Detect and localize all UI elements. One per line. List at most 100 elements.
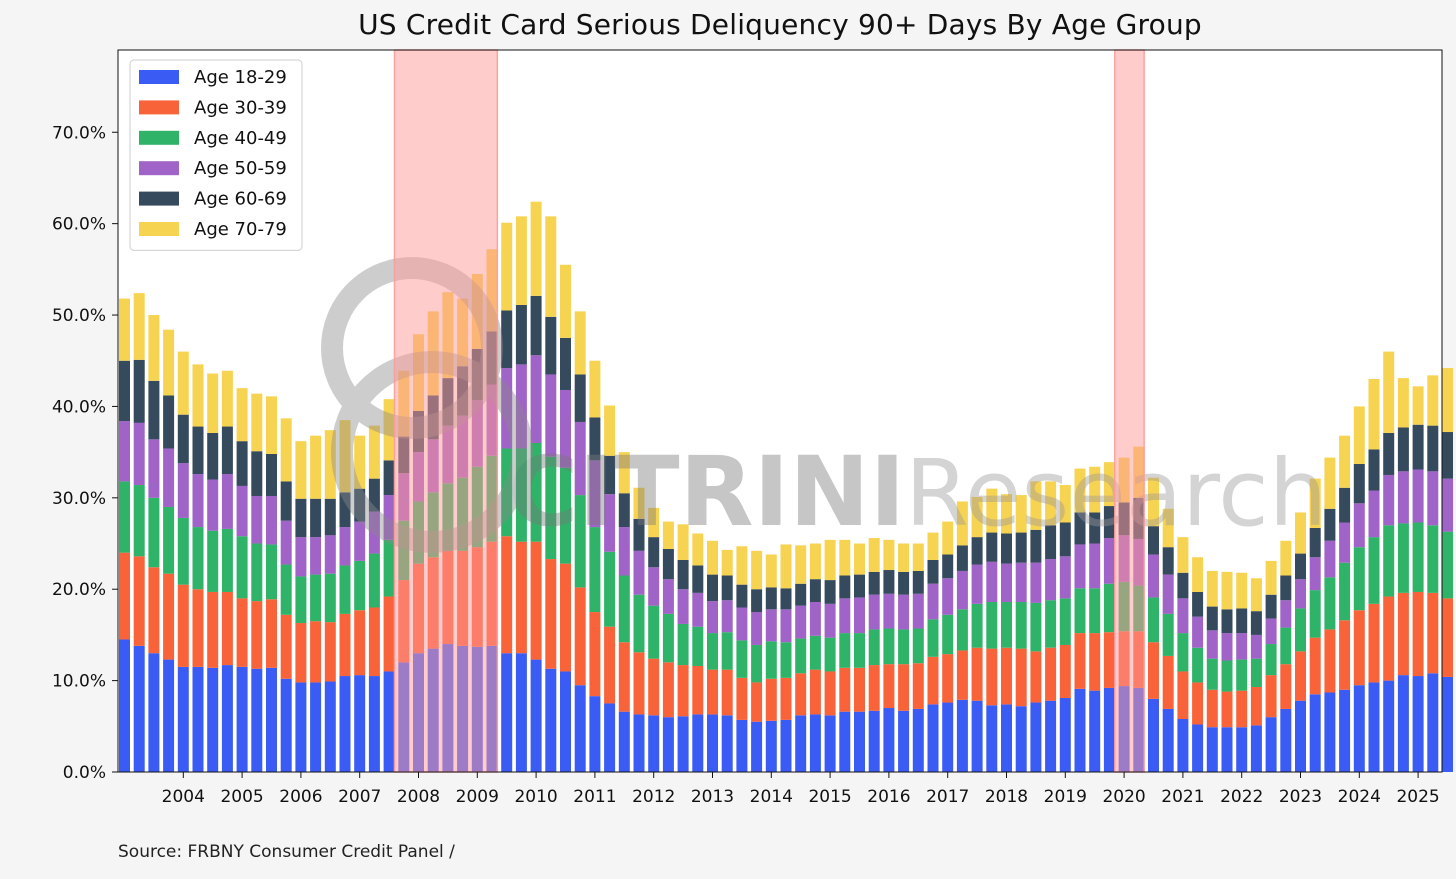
bar-segment bbox=[707, 540, 718, 575]
bar-segment bbox=[854, 711, 865, 772]
bar-segment bbox=[1280, 627, 1292, 665]
bar-segment bbox=[368, 478, 380, 512]
bar-segment bbox=[383, 460, 395, 496]
bar-segment bbox=[824, 539, 836, 581]
bar-segment bbox=[927, 559, 939, 584]
bar-segment bbox=[633, 594, 645, 653]
bar-segment bbox=[1339, 562, 1351, 621]
bar-segment bbox=[192, 426, 204, 475]
bar-segment bbox=[1295, 553, 1306, 580]
bar-segment bbox=[751, 589, 763, 613]
bar-segment bbox=[354, 675, 366, 772]
bar-segment bbox=[368, 511, 380, 554]
bar-segment bbox=[898, 594, 910, 630]
bar-segment bbox=[868, 594, 880, 630]
bar-segment bbox=[1059, 697, 1071, 772]
bar-segment bbox=[677, 665, 689, 717]
bar-segment bbox=[1427, 425, 1439, 472]
bar-segment bbox=[280, 520, 292, 565]
bar-segment bbox=[633, 487, 645, 519]
bar-segment bbox=[1206, 658, 1218, 690]
bar-segment bbox=[133, 645, 145, 772]
bar-segment bbox=[119, 298, 130, 361]
bar-segment bbox=[1236, 572, 1248, 609]
bar-segment bbox=[1412, 522, 1424, 592]
bar-segment bbox=[971, 537, 983, 565]
bar-segment bbox=[560, 337, 571, 390]
bar-segment bbox=[1250, 687, 1262, 726]
bar-segment bbox=[956, 609, 968, 651]
bar-segment bbox=[280, 678, 292, 772]
bar-segment bbox=[942, 521, 954, 555]
bar-segment bbox=[898, 571, 910, 595]
bar-segment bbox=[192, 666, 204, 772]
bar-segment bbox=[1192, 591, 1204, 617]
bar-segment bbox=[530, 541, 542, 660]
bar-segment bbox=[177, 351, 189, 415]
bar-segment bbox=[809, 602, 821, 636]
bar-segment bbox=[692, 592, 704, 627]
bar-segment bbox=[251, 495, 263, 544]
bar-segment bbox=[530, 659, 542, 772]
bar-segment bbox=[1236, 690, 1248, 728]
bar-segment bbox=[1030, 602, 1042, 652]
bar-segment bbox=[780, 642, 792, 678]
bar-segment bbox=[339, 420, 351, 493]
bar-segment bbox=[133, 556, 145, 646]
bar-segment bbox=[1162, 655, 1174, 709]
bar-segment bbox=[839, 667, 851, 712]
bar-segment bbox=[751, 612, 763, 645]
bar-segment bbox=[295, 537, 307, 577]
bar-segment bbox=[765, 641, 777, 679]
bar-segment bbox=[1397, 523, 1409, 593]
bar-segment bbox=[662, 579, 674, 614]
bar-segment bbox=[824, 603, 836, 638]
bar-segment bbox=[751, 644, 763, 683]
bar-segment bbox=[721, 632, 733, 670]
bar-segment bbox=[1030, 481, 1042, 530]
bar-segment bbox=[545, 559, 557, 669]
bar-segment bbox=[251, 601, 263, 669]
bar-segment bbox=[1383, 525, 1395, 597]
bar-segment bbox=[618, 711, 630, 772]
bar-segment bbox=[1192, 647, 1204, 683]
bar-segment bbox=[1162, 508, 1174, 548]
bar-segment bbox=[1015, 562, 1027, 603]
bar-segment bbox=[942, 654, 954, 703]
bar-segment bbox=[324, 430, 336, 499]
bar-segment bbox=[839, 539, 851, 576]
bar-segment bbox=[207, 479, 219, 531]
bar-segment bbox=[501, 653, 513, 772]
bar-segment bbox=[912, 593, 924, 629]
bar-segment bbox=[868, 710, 880, 772]
bar-segment bbox=[1280, 540, 1292, 576]
bar-segment bbox=[971, 647, 983, 701]
bar-segment bbox=[604, 405, 616, 456]
bar-segment bbox=[736, 546, 748, 585]
bar-segment bbox=[765, 678, 777, 721]
bar-segment bbox=[368, 425, 380, 479]
bar-segment bbox=[515, 364, 527, 449]
bar-segment bbox=[839, 711, 851, 772]
bar-segment bbox=[618, 527, 630, 576]
bar-segment bbox=[339, 613, 351, 677]
bar-segment bbox=[824, 671, 836, 716]
bar-segment bbox=[927, 704, 939, 772]
x-tick-label: 2019 bbox=[1044, 787, 1087, 807]
bar-segment bbox=[266, 495, 277, 545]
bar-segment bbox=[912, 708, 924, 772]
bar-segment bbox=[1309, 527, 1321, 558]
bar-segment bbox=[956, 501, 968, 546]
bar-segment bbox=[501, 368, 513, 449]
bar-segment bbox=[1192, 724, 1204, 772]
bar-segment bbox=[515, 653, 527, 772]
bar-segment bbox=[1427, 592, 1439, 674]
bar-segment bbox=[177, 584, 189, 667]
bar-segment bbox=[618, 642, 630, 712]
bar-segment bbox=[1397, 592, 1409, 676]
bar-segment bbox=[560, 389, 571, 468]
bar-segment bbox=[1339, 522, 1351, 563]
bar-segment bbox=[1368, 449, 1380, 491]
bar-segment bbox=[1236, 727, 1248, 772]
bar-segment bbox=[942, 614, 954, 655]
